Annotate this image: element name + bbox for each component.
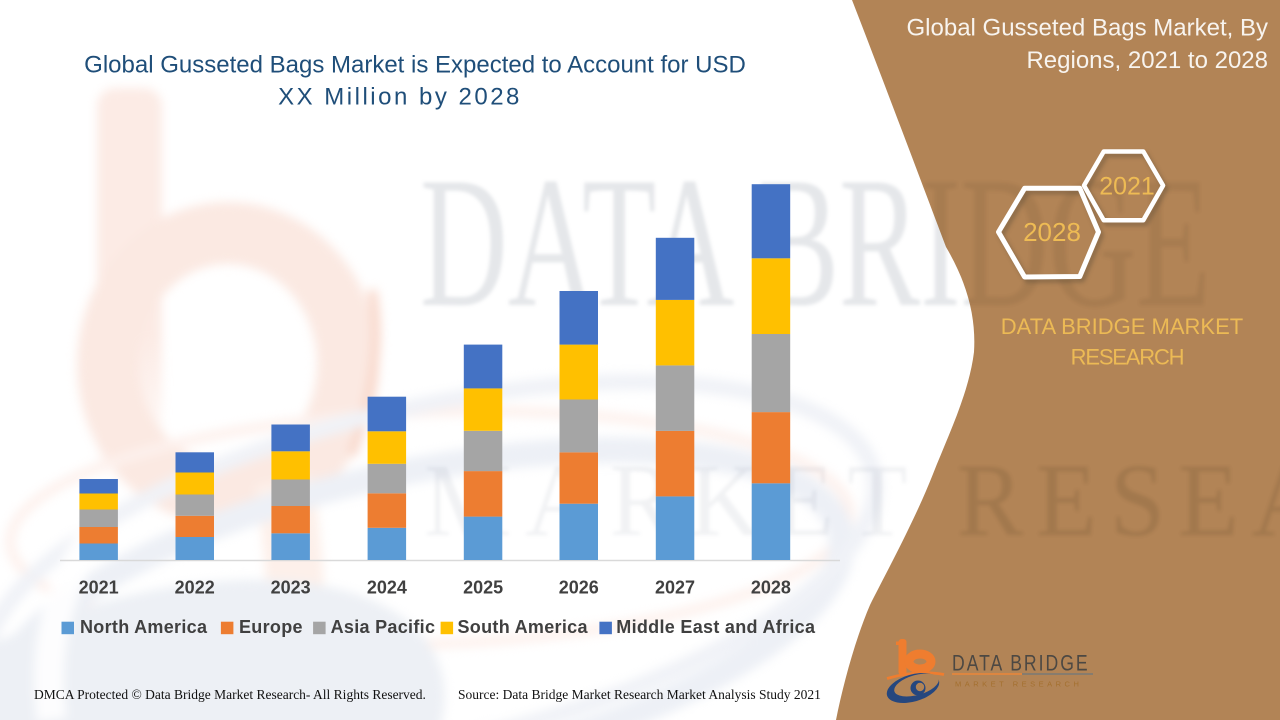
svg-text:2027: 2027 xyxy=(655,578,695,598)
svg-text:2025: 2025 xyxy=(463,578,503,598)
svg-text:Middle East and Africa: Middle East and Africa xyxy=(616,617,816,637)
svg-text:2023: 2023 xyxy=(271,578,311,598)
svg-text:Source: Data Bridge Market Res: Source: Data Bridge Market Research Mark… xyxy=(458,687,821,702)
svg-text:DATA BRIDGE MARKET: DATA BRIDGE MARKET xyxy=(1001,314,1243,339)
svg-text:Europe: Europe xyxy=(239,617,303,637)
svg-text:2021: 2021 xyxy=(1099,173,1155,201)
svg-text:Global Gusseted Bags Market is: Global Gusseted Bags Market is Expected … xyxy=(84,52,746,79)
svg-text:2026: 2026 xyxy=(559,578,599,598)
svg-text:DATA BRIDGE: DATA BRIDGE xyxy=(420,139,1210,347)
svg-text:Global Gusseted Bags Market, B: Global Gusseted Bags Market, By xyxy=(907,15,1269,42)
svg-text:Asia Pacific: Asia Pacific xyxy=(331,617,436,637)
svg-text:MARKET RESEARCH: MARKET RESEARCH xyxy=(955,680,1082,689)
svg-text:North America: North America xyxy=(80,617,208,637)
svg-text:Regions, 2021 to 2028: Regions, 2021 to 2028 xyxy=(1026,47,1268,74)
svg-text:RESEARCH: RESEARCH xyxy=(1071,345,1184,370)
svg-text:2028: 2028 xyxy=(751,578,791,598)
svg-text:DATA BRIDGE: DATA BRIDGE xyxy=(952,652,1090,676)
svg-text:2028: 2028 xyxy=(1023,217,1081,247)
svg-text:2022: 2022 xyxy=(175,578,215,598)
svg-text:XX Million by 2028: XX Million by 2028 xyxy=(278,84,522,111)
svg-text:DMCA Protected © Data Bridge M: DMCA Protected © Data Bridge Market Rese… xyxy=(34,687,426,702)
svg-text:2024: 2024 xyxy=(367,578,407,598)
svg-text:South America: South America xyxy=(458,617,589,637)
svg-text:2021: 2021 xyxy=(79,578,119,598)
svg-text:MARKET RESEARCH: MARKET RESEARCH xyxy=(424,443,1280,558)
